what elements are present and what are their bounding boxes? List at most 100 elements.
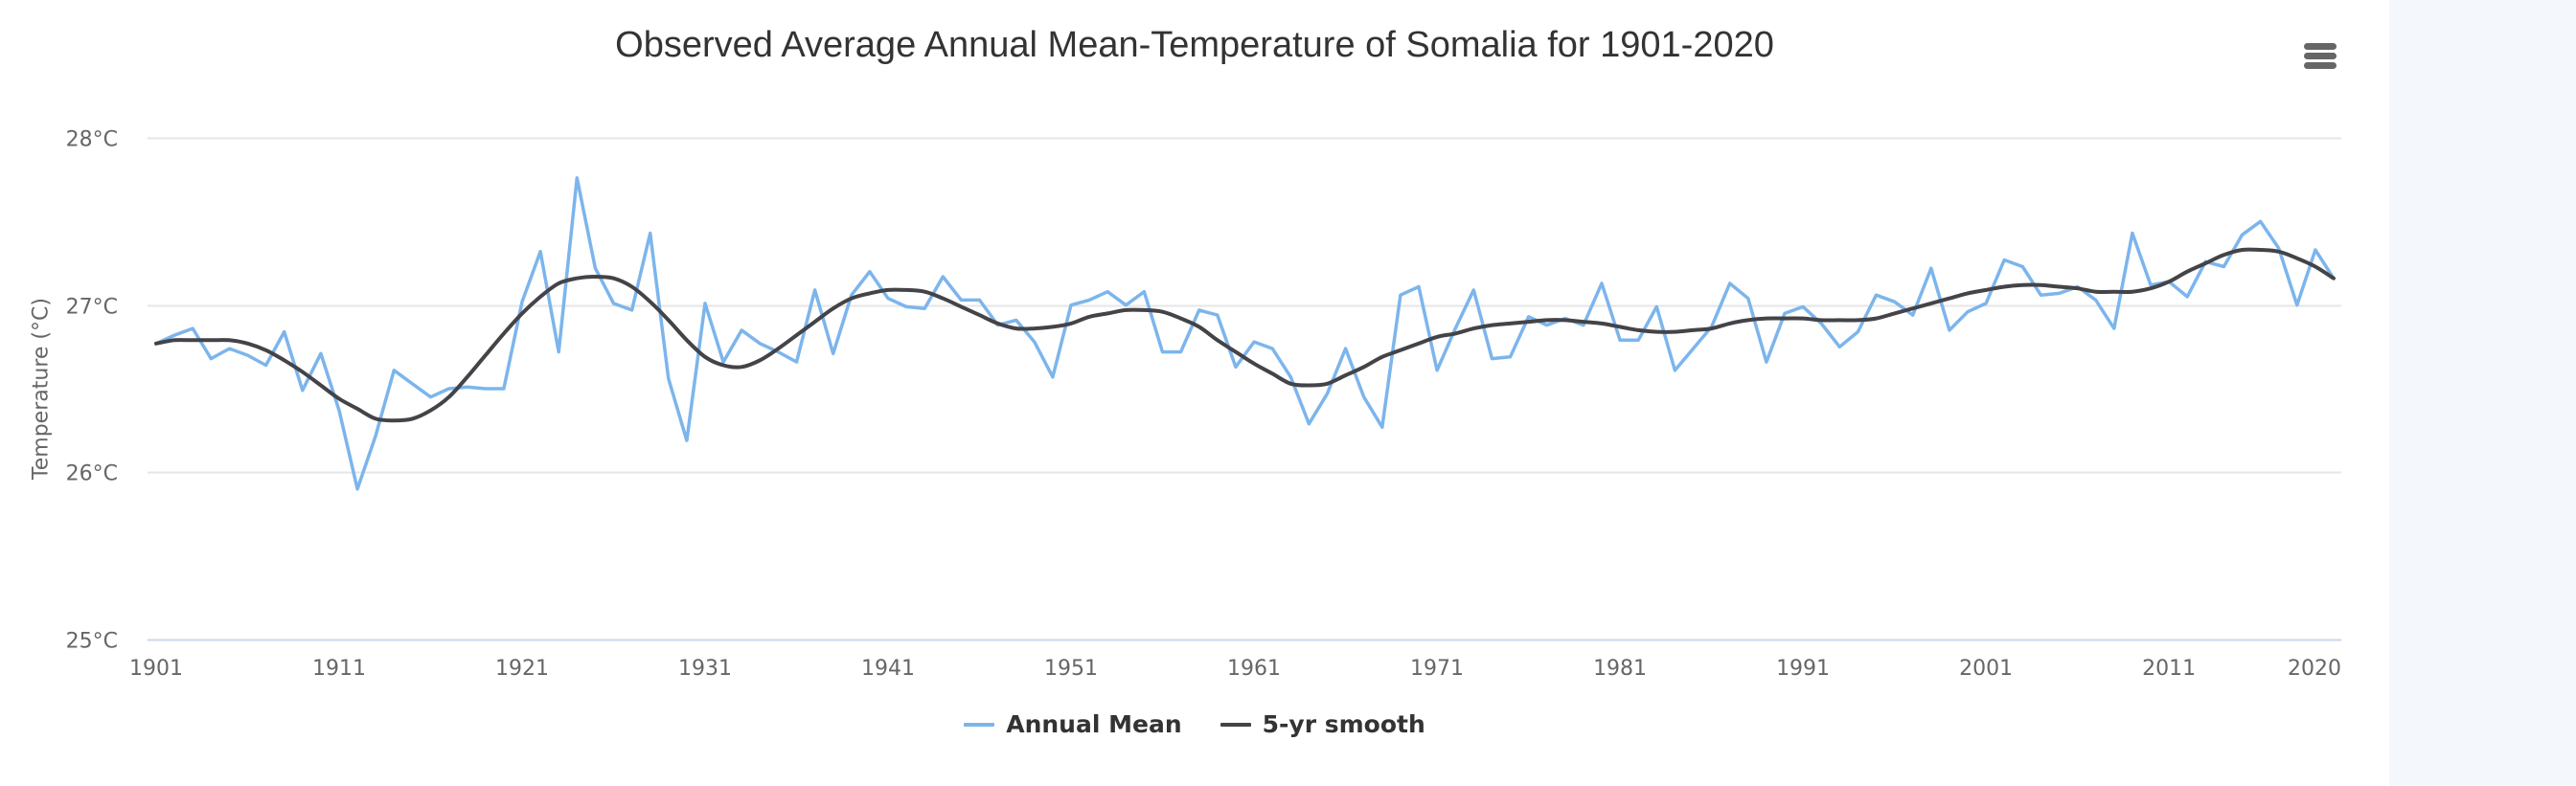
smooth-point-1996[interactable] bbox=[1891, 309, 1899, 317]
smooth-point-1960[interactable] bbox=[1232, 348, 1240, 356]
smooth-point-1964[interactable] bbox=[1305, 382, 1312, 390]
annual-mean-point-1993[interactable] bbox=[1835, 343, 1843, 350]
smooth-point-1933[interactable] bbox=[738, 363, 745, 371]
smooth-point-2019[interactable] bbox=[2312, 263, 2319, 271]
smooth-point-1922[interactable] bbox=[536, 293, 544, 301]
annual-mean-point-2003[interactable] bbox=[2018, 263, 2026, 271]
smooth-point-1978[interactable] bbox=[1562, 316, 1569, 324]
smooth-point-1938[interactable] bbox=[830, 304, 837, 312]
annual-mean-point-1933[interactable] bbox=[738, 326, 745, 334]
annual-mean-point-1997[interactable] bbox=[1909, 311, 1917, 319]
annual-mean-point-1937[interactable] bbox=[811, 286, 819, 294]
annual-mean-point-2018[interactable] bbox=[2293, 302, 2301, 309]
annual-mean-point-1966[interactable] bbox=[1342, 345, 1350, 352]
smooth-point-1971[interactable] bbox=[1433, 333, 1441, 341]
smooth-point-2020[interactable] bbox=[2330, 275, 2337, 282]
annual-mean-point-1948[interactable] bbox=[1013, 316, 1020, 324]
smooth-point-1919[interactable] bbox=[482, 351, 490, 359]
annual-mean-point-1967[interactable] bbox=[1360, 393, 1368, 401]
annual-mean-point-2012[interactable] bbox=[2183, 293, 2191, 301]
smooth-point-1983[interactable] bbox=[1653, 328, 1660, 336]
annual-mean-point-1928[interactable] bbox=[647, 230, 654, 237]
annual-mean-point-1921[interactable] bbox=[518, 298, 526, 305]
smooth-point-1913[interactable] bbox=[372, 415, 379, 422]
smooth-point-1929[interactable] bbox=[665, 316, 672, 324]
smooth-point-1905[interactable] bbox=[225, 336, 233, 344]
annual-mean-point-1975[interactable] bbox=[1507, 353, 1515, 361]
annual-mean-point-1920[interactable] bbox=[500, 385, 508, 393]
smooth-point-1974[interactable] bbox=[1488, 322, 1495, 329]
smooth-point-2005[interactable] bbox=[2056, 283, 2063, 291]
annual-mean-point-1919[interactable] bbox=[482, 385, 490, 393]
smooth-point-2007[interactable] bbox=[2092, 288, 2100, 296]
smooth-point-2008[interactable] bbox=[2110, 288, 2118, 296]
annual-mean-point-1959[interactable] bbox=[1214, 311, 1221, 319]
smooth-point-2017[interactable] bbox=[2275, 248, 2283, 256]
annual-mean-point-1930[interactable] bbox=[683, 437, 691, 444]
smooth-point-1994[interactable] bbox=[1854, 316, 1861, 324]
annual-mean-point-1907[interactable] bbox=[262, 362, 270, 370]
annual-mean-point-1988[interactable] bbox=[1744, 295, 1752, 303]
annual-mean-point-1968[interactable] bbox=[1379, 423, 1386, 431]
annual-mean-point-1985[interactable] bbox=[1690, 345, 1698, 352]
annual-mean-point-1938[interactable] bbox=[830, 349, 837, 357]
annual-mean-point-1952[interactable] bbox=[1085, 296, 1093, 303]
annual-mean-point-1934[interactable] bbox=[756, 340, 764, 348]
smooth-point-1930[interactable] bbox=[683, 336, 691, 344]
annual-mean-point-1956[interactable] bbox=[1159, 348, 1167, 356]
annual-mean-point-1998[interactable] bbox=[1927, 264, 1935, 272]
smooth-point-1984[interactable] bbox=[1671, 328, 1678, 336]
annual-mean-point-1913[interactable] bbox=[372, 432, 379, 439]
legend-item-annual-mean[interactable]: Annual Mean bbox=[964, 710, 1182, 738]
annual-mean-point-2002[interactable] bbox=[2000, 257, 2008, 264]
smooth-point-2018[interactable] bbox=[2293, 255, 2301, 262]
smooth-point-1970[interactable] bbox=[1415, 340, 1423, 348]
smooth-point-2003[interactable] bbox=[2018, 281, 2026, 289]
smooth-point-1986[interactable] bbox=[1708, 325, 1716, 332]
annual-mean-point-1969[interactable] bbox=[1397, 291, 1404, 299]
annual-mean-point-1941[interactable] bbox=[884, 295, 892, 303]
annual-mean-point-1965[interactable] bbox=[1324, 390, 1332, 397]
annual-mean-point-2004[interactable] bbox=[2037, 291, 2044, 299]
annual-mean-point-2005[interactable] bbox=[2056, 289, 2063, 297]
annual-mean-point-1955[interactable] bbox=[1140, 288, 1148, 296]
annual-mean-point-1926[interactable] bbox=[610, 300, 618, 307]
smooth-point-1916[interactable] bbox=[427, 407, 435, 415]
smooth-point-1989[interactable] bbox=[1763, 315, 1770, 323]
annual-mean-point-1906[interactable] bbox=[244, 351, 252, 359]
annual-mean-point-1964[interactable] bbox=[1305, 420, 1312, 428]
smooth-point-1934[interactable] bbox=[756, 356, 764, 364]
smooth-point-1965[interactable] bbox=[1324, 380, 1332, 388]
smooth-point-1959[interactable] bbox=[1214, 336, 1221, 344]
smooth-point-1923[interactable] bbox=[555, 280, 562, 287]
annual-mean-point-1974[interactable] bbox=[1488, 355, 1495, 363]
series-line-5yr-smooth[interactable] bbox=[154, 247, 2336, 423]
smooth-point-1920[interactable] bbox=[500, 329, 508, 337]
annual-mean-point-1999[interactable] bbox=[1946, 326, 1953, 334]
annual-mean-point-2015[interactable] bbox=[2239, 231, 2246, 238]
smooth-point-1910[interactable] bbox=[317, 382, 325, 390]
annual-mean-point-2009[interactable] bbox=[2129, 230, 2136, 237]
smooth-point-2004[interactable] bbox=[2037, 281, 2044, 289]
smooth-point-1988[interactable] bbox=[1744, 316, 1752, 324]
annual-mean-point-1973[interactable] bbox=[1470, 286, 1477, 294]
smooth-point-1909[interactable] bbox=[299, 369, 307, 376]
annual-mean-point-1916[interactable] bbox=[427, 393, 435, 401]
smooth-point-1947[interactable] bbox=[994, 320, 1002, 327]
annual-mean-point-1951[interactable] bbox=[1067, 302, 1075, 309]
annual-mean-point-1904[interactable] bbox=[207, 355, 215, 363]
legend-item-5yr-smooth[interactable]: 5-yr smooth bbox=[1220, 710, 1425, 738]
annual-mean-point-1949[interactable] bbox=[1031, 338, 1038, 346]
smooth-point-1955[interactable] bbox=[1140, 306, 1148, 314]
smooth-point-1999[interactable] bbox=[1946, 295, 1953, 303]
annual-mean-point-1905[interactable] bbox=[225, 345, 233, 352]
smooth-point-2011[interactable] bbox=[2165, 278, 2173, 285]
smooth-point-1943[interactable] bbox=[921, 288, 928, 296]
smooth-point-2000[interactable] bbox=[1964, 289, 1972, 297]
annual-mean-point-1915[interactable] bbox=[408, 380, 416, 388]
smooth-point-1957[interactable] bbox=[1177, 315, 1185, 323]
smooth-point-1937[interactable] bbox=[811, 318, 819, 326]
smooth-point-1944[interactable] bbox=[939, 295, 946, 303]
annual-mean-point-1980[interactable] bbox=[1598, 280, 1606, 287]
smooth-point-2002[interactable] bbox=[2000, 283, 2008, 291]
